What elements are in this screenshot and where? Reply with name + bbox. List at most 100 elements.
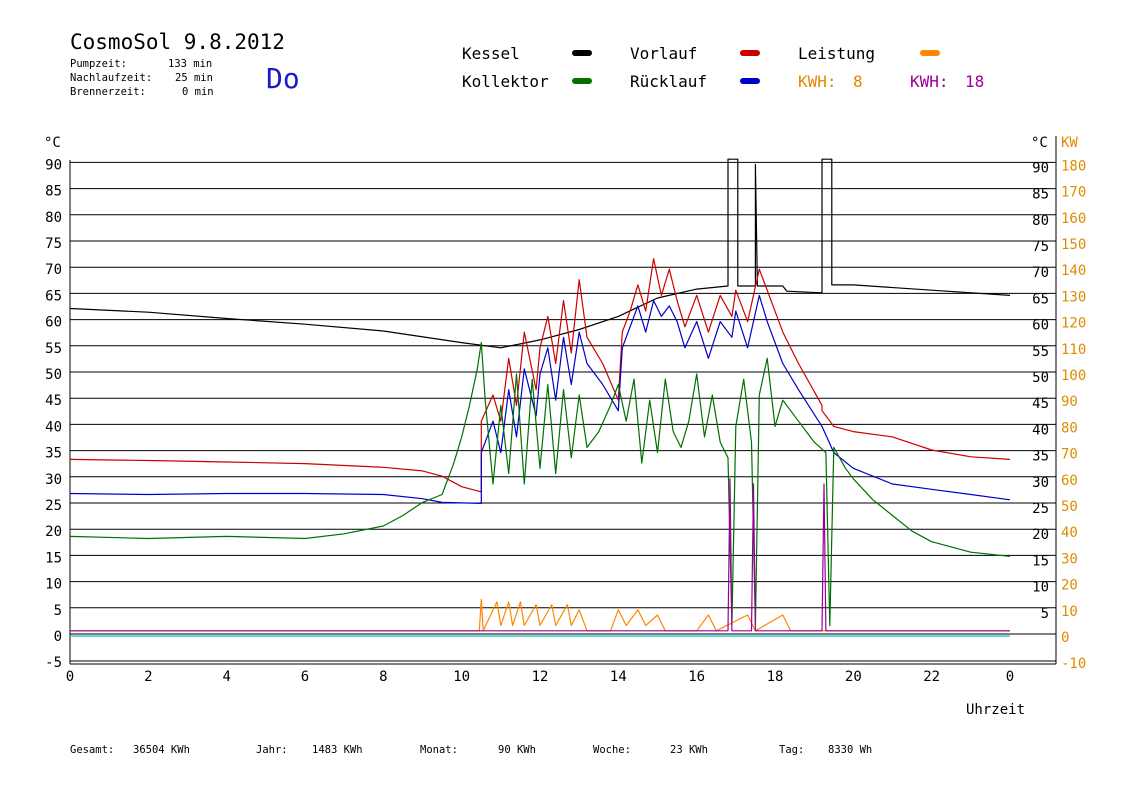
pump-label: Pumpzeit:	[70, 58, 127, 70]
footer-jahr-value: 1483 KWh	[312, 744, 363, 756]
y2-tick-40: 40	[1061, 525, 1078, 541]
y-tick-right-70: 70	[1032, 265, 1049, 281]
brenner-value: 0 min	[182, 86, 214, 98]
y-tick-left-90: 90	[45, 157, 62, 173]
y2-tick-100: 100	[1061, 368, 1086, 384]
y2-tick-160: 160	[1061, 211, 1086, 227]
legend-ruecklauf: Rücklauf	[630, 72, 708, 91]
y-tick-left-5: 5	[54, 603, 62, 619]
legend-kwh1-value: 8	[853, 72, 863, 91]
y-tick-right-60: 60	[1032, 318, 1049, 334]
x-tick-0: 0	[66, 669, 74, 685]
y-tick-right-65: 65	[1032, 291, 1049, 307]
weekday-label: Do	[266, 62, 300, 95]
footer-gesamt-value: 36504 KWh	[133, 744, 190, 756]
brenner-label: Brennerzeit:	[70, 86, 146, 98]
legend-kwh1-label: KWH:	[798, 72, 837, 91]
y-tick-left-70: 70	[45, 262, 62, 278]
legend-ruecklauf-swatch	[740, 78, 760, 84]
x-tick-10: 20	[845, 669, 862, 685]
legend-kollektor: Kollektor	[462, 72, 549, 91]
y-tick-right-45: 45	[1032, 396, 1049, 412]
x-tick-6: 12	[532, 669, 549, 685]
y-tick-right-75: 75	[1032, 239, 1049, 255]
footer-monat-value: 90 KWh	[498, 744, 536, 756]
series-leistung	[70, 598, 1010, 632]
y-tick-left-20: 20	[45, 524, 62, 540]
x-tick-12: 0	[1006, 669, 1014, 685]
legend-kollektor-swatch	[572, 78, 592, 84]
legend-kwh2-value: 18	[965, 72, 985, 91]
series-kwh2	[70, 478, 1010, 632]
y-tick-right-15: 15	[1032, 553, 1049, 569]
y-tick-left-0: 0	[54, 629, 62, 645]
y-tick-left-65: 65	[45, 288, 62, 304]
y-tick-right-50: 50	[1032, 370, 1049, 386]
axes	[69, 136, 1057, 665]
y-axis-unit-right: °C	[1031, 135, 1048, 151]
y2-tick--10: -10	[1061, 656, 1086, 672]
legend-kwh2-label: KWH:	[910, 72, 949, 91]
legend-vorlauf: Vorlauf	[630, 44, 698, 63]
x-tick-4: 8	[379, 669, 387, 685]
legend-leistung-swatch	[920, 50, 940, 56]
y-tick-left-75: 75	[45, 236, 62, 252]
y-tick-left-40: 40	[45, 419, 62, 435]
y-tick-right-35: 35	[1032, 449, 1049, 465]
x-axis-label: Uhrzeit	[966, 702, 1026, 718]
tick-labels: -505101520253035404550556065707580859051…	[44, 135, 1086, 685]
y2-tick-30: 30	[1061, 551, 1078, 567]
y2-tick-10: 10	[1061, 604, 1078, 620]
y2-tick-140: 140	[1061, 263, 1086, 279]
footer-woche-label: Woche:	[593, 744, 631, 756]
series-kessel	[69, 158, 1011, 349]
y-tick-right-20: 20	[1032, 527, 1049, 543]
footer-tag-value: 8330 Wh	[828, 744, 873, 756]
y2-tick-0: 0	[1061, 630, 1069, 646]
x-tick-9: 18	[767, 669, 784, 685]
chart-title: CosmoSol 9.8.2012	[70, 30, 285, 54]
y-tick-left-50: 50	[45, 367, 62, 383]
y2-tick-90: 90	[1061, 394, 1078, 410]
x-tick-1: 2	[144, 669, 152, 685]
y2-tick-50: 50	[1061, 499, 1078, 515]
footer-gesamt-label: Gesamt:	[70, 744, 115, 756]
y-tick-left-45: 45	[45, 393, 62, 409]
x-tick-2: 4	[222, 669, 230, 685]
y2-tick-80: 80	[1061, 420, 1078, 436]
pump-value: 133 min	[168, 58, 213, 70]
y-tick-right-25: 25	[1032, 501, 1049, 517]
legend-vorlauf-swatch	[740, 50, 760, 56]
y2-tick-120: 120	[1061, 316, 1086, 332]
y2-tick-70: 70	[1061, 447, 1078, 463]
data-series	[69, 158, 1011, 632]
y-tick-left-10: 10	[45, 577, 62, 593]
y-tick-left-15: 15	[45, 550, 62, 566]
x-tick-11: 22	[923, 669, 940, 685]
y2-tick-60: 60	[1061, 473, 1078, 489]
y2-axis-unit: KW	[1061, 135, 1078, 151]
x-tick-8: 16	[688, 669, 705, 685]
y-tick-left--5: -5	[45, 655, 62, 671]
legend-kessel: Kessel	[462, 44, 520, 63]
y-tick-left-35: 35	[45, 446, 62, 462]
y-tick-right-30: 30	[1032, 475, 1049, 491]
y-tick-left-60: 60	[45, 315, 62, 331]
footer-jahr-label: Jahr:	[256, 744, 288, 756]
x-tick-7: 14	[610, 669, 627, 685]
series-r-cklauf	[69, 294, 1011, 504]
y-tick-right-80: 80	[1032, 213, 1049, 229]
nach-value: 25 min	[175, 72, 213, 84]
y2-tick-150: 150	[1061, 237, 1086, 253]
footer-monat-label: Monat:	[420, 744, 458, 756]
nach-label: Nachlaufzeit:	[70, 72, 153, 84]
y-axis-unit-left: °C	[44, 135, 61, 151]
x-tick-3: 6	[301, 669, 309, 685]
y-tick-left-30: 30	[45, 472, 62, 488]
footer-woche-value: 23 KWh	[670, 744, 708, 756]
y-tick-right-5: 5	[1041, 606, 1049, 622]
y-tick-right-40: 40	[1032, 422, 1049, 438]
y-tick-left-85: 85	[45, 184, 62, 200]
x-tick-5: 10	[453, 669, 470, 685]
